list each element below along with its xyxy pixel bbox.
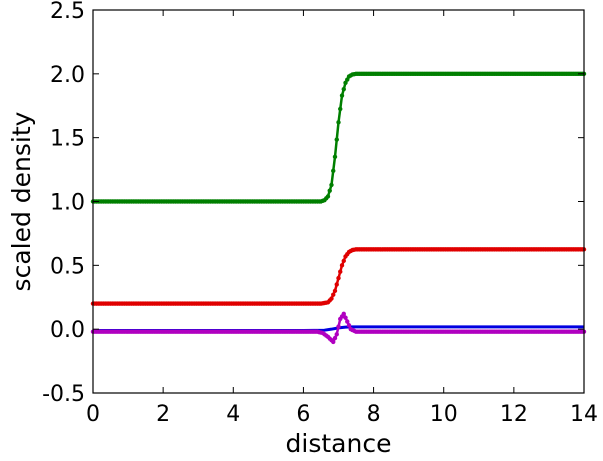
series-point-1 <box>338 269 343 274</box>
y-tick-label: -0.5 <box>42 382 85 407</box>
series-point-1 <box>339 263 345 268</box>
y-tick-label: 1.5 <box>50 127 85 152</box>
y-tick-label: 0.5 <box>50 254 85 279</box>
x-tick-label: 8 <box>367 402 381 427</box>
series-point-3 <box>334 332 339 337</box>
series-point-0 <box>331 168 336 174</box>
series-layer <box>90 71 587 345</box>
x-tick-label: 12 <box>500 402 528 427</box>
series-point-3 <box>331 339 336 345</box>
series-point-0 <box>339 93 345 98</box>
x-tick-label: 0 <box>86 402 100 427</box>
x-tick-label: 4 <box>226 402 240 427</box>
series-point-0 <box>336 120 341 125</box>
x-tick-label: 14 <box>570 402 598 427</box>
series-point-0 <box>325 194 331 199</box>
series-point-1 <box>341 258 346 264</box>
x-tick-label: 10 <box>430 402 458 427</box>
series-point-3 <box>346 323 352 328</box>
series-point-0 <box>332 154 338 160</box>
series-point-3 <box>343 315 348 320</box>
series-point-1 <box>331 292 336 297</box>
y-tick-label: 2.5 <box>50 0 85 24</box>
series-point-3 <box>345 319 350 324</box>
series-point-1 <box>332 288 338 294</box>
x-tick-label: 6 <box>296 402 310 427</box>
x-axis-label: distance <box>286 429 392 458</box>
x-tick-label: 2 <box>156 402 170 427</box>
tick-layer: 0 2 4 6 8 10 12 14 -0.5 0.0 0.5 1.0 1.5 2.0 2.5 <box>42 0 598 427</box>
y-tick-label: 1.0 <box>50 191 85 216</box>
series-point-0 <box>327 188 332 193</box>
series-point-1 <box>336 275 341 281</box>
y-tick-label: 0.0 <box>50 318 85 343</box>
series-point-3 <box>336 324 341 329</box>
series-point-1 <box>334 282 339 287</box>
y-tick-label: 2.0 <box>50 63 85 88</box>
series-point-0 <box>341 86 346 92</box>
series-point-0 <box>334 137 339 142</box>
series-point-3 <box>332 335 338 341</box>
series-point-3 <box>341 311 346 317</box>
y-axis-label: scaled density <box>7 111 36 291</box>
series-point-0 <box>329 182 334 188</box>
series-point-1 <box>329 296 334 301</box>
series-point-0 <box>338 106 343 112</box>
